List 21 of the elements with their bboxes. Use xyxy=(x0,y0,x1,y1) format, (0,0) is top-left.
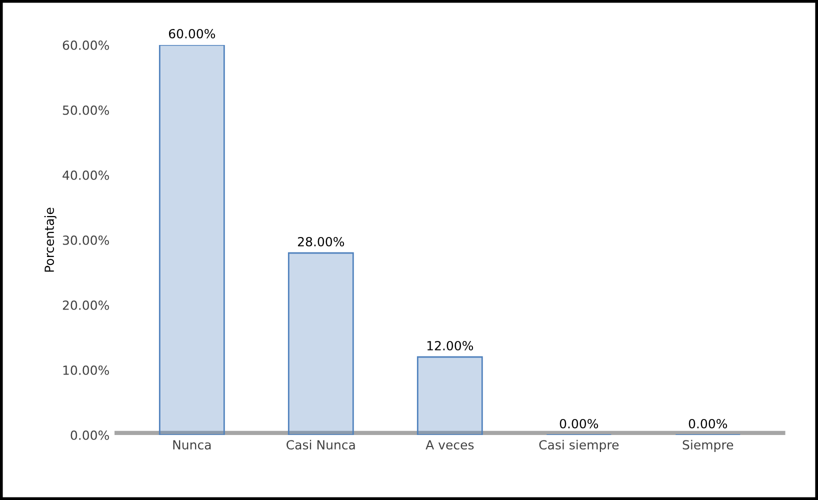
x-tick-label: Casi siempre xyxy=(539,440,619,452)
y-tick-label: 10.00% xyxy=(63,365,109,375)
bar xyxy=(416,356,483,435)
data-label: 28.00% xyxy=(298,236,344,246)
x-tick-label: Nunca xyxy=(173,440,211,450)
x-tick-label: Casi Nunca xyxy=(286,440,355,450)
x-tick-label: Siempre xyxy=(682,440,734,452)
data-label: 0.00% xyxy=(688,418,728,428)
y-tick-label: 30.00% xyxy=(62,235,109,245)
bar xyxy=(288,252,354,435)
bar xyxy=(158,45,225,435)
data-label: 12.00% xyxy=(427,340,474,350)
y-tick-label: 0.00% xyxy=(70,430,109,440)
y-tick-label: 20.00% xyxy=(62,300,109,310)
y-tick-label: 40.00% xyxy=(62,170,109,180)
x-tick-label: A veces xyxy=(426,440,474,450)
y-tick-label: 60.00% xyxy=(62,40,109,50)
data-label: 0.00% xyxy=(560,418,598,428)
y-tick-label: 50.00% xyxy=(62,105,109,115)
data-label: 60.00% xyxy=(168,28,216,38)
y-axis-title: Porcentaje xyxy=(44,208,56,272)
